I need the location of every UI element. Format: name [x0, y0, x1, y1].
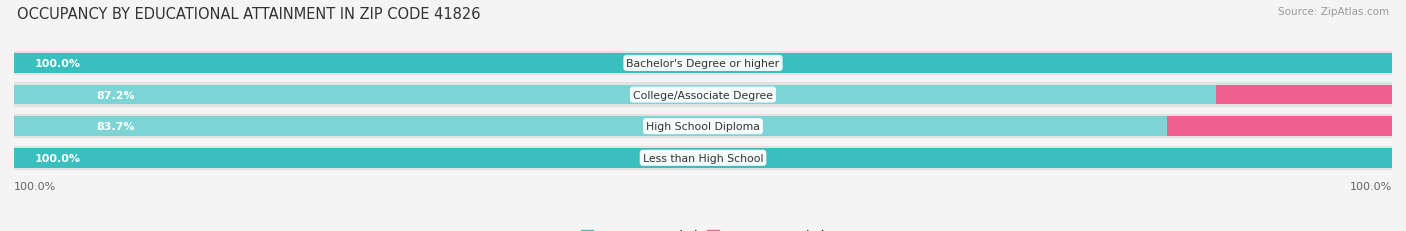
Bar: [14, 115, 1392, 139]
Text: 100.0%: 100.0%: [35, 59, 80, 69]
Bar: [14, 54, 1392, 73]
Text: Bachelor's Degree or higher: Bachelor's Degree or higher: [627, 59, 779, 69]
Text: 100.0%: 100.0%: [35, 153, 80, 163]
Bar: [1392, 148, 1406, 168]
Text: Source: ZipAtlas.com: Source: ZipAtlas.com: [1278, 7, 1389, 17]
Bar: [1392, 54, 1406, 73]
Bar: [14, 146, 1392, 170]
Bar: [14, 117, 1167, 136]
Text: OCCUPANCY BY EDUCATIONAL ATTAINMENT IN ZIP CODE 41826: OCCUPANCY BY EDUCATIONAL ATTAINMENT IN Z…: [17, 7, 481, 22]
Bar: [14, 83, 1392, 107]
Bar: [1216, 85, 1392, 105]
Text: 100.0%: 100.0%: [1350, 181, 1392, 191]
Text: High School Diploma: High School Diploma: [647, 122, 759, 132]
Text: Less than High School: Less than High School: [643, 153, 763, 163]
Text: College/Associate Degree: College/Associate Degree: [633, 90, 773, 100]
Bar: [14, 52, 1392, 76]
Text: 87.2%: 87.2%: [97, 90, 135, 100]
Legend: Owner-occupied, Renter-occupied: Owner-occupied, Renter-occupied: [576, 224, 830, 231]
Text: 83.7%: 83.7%: [97, 122, 135, 132]
Text: 100.0%: 100.0%: [14, 181, 56, 191]
Bar: [1167, 117, 1392, 136]
Bar: [14, 148, 1392, 168]
Bar: [14, 85, 1216, 105]
